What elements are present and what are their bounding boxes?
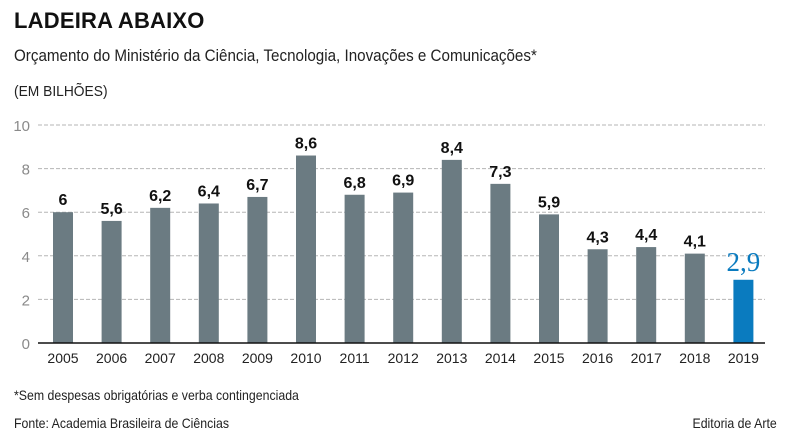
footnote: *Sem despesas obrigatórias e verba conti… <box>14 387 299 403</box>
x-tick-label: 2013 <box>436 350 467 366</box>
bar-2015 <box>539 214 559 343</box>
bar-2018 <box>684 253 705 343</box>
data-label-2006: 5,6 <box>100 201 122 218</box>
bar-2008 <box>198 203 219 343</box>
data-label-2014: 7,3 <box>489 164 511 181</box>
data-label-2005: 6 <box>59 192 68 209</box>
x-tick-label: 2011 <box>340 350 370 366</box>
x-tick-label: 2017 <box>631 350 662 366</box>
bar-2016 <box>587 249 608 343</box>
x-tick-label: 2008 <box>193 350 224 366</box>
data-label-2010: 8,6 <box>295 136 317 153</box>
bar-2017 <box>636 247 657 343</box>
y-tick-label: 0 <box>22 336 30 353</box>
y-tick-label: 10 <box>13 118 30 135</box>
bar-2009 <box>247 196 268 343</box>
chart-subtitle: Orçamento do Ministério da Ciência, Tecn… <box>14 47 537 65</box>
data-label-2019: 2,9 <box>727 247 761 277</box>
data-label-2016: 4,3 <box>586 229 608 246</box>
x-tick-label: 2006 <box>96 350 127 366</box>
x-tick-label: 2014 <box>485 350 516 366</box>
chart-title: LADEIRA ABAIXO <box>14 8 205 33</box>
data-label-2011: 6,8 <box>343 175 365 192</box>
data-label-2017: 4,4 <box>635 227 657 244</box>
data-label-2015: 5,9 <box>538 194 560 211</box>
x-tick-label: 2009 <box>242 350 273 366</box>
data-label-2012: 6,9 <box>392 173 414 190</box>
bar-2006 <box>101 220 122 343</box>
x-tick-label: 2015 <box>533 350 564 366</box>
x-tick-label: 2007 <box>145 350 176 366</box>
bar-2012 <box>393 192 414 343</box>
data-label-2008: 6,4 <box>198 183 220 200</box>
x-tick-label: 2018 <box>679 350 710 366</box>
data-label-2018: 4,1 <box>684 234 706 251</box>
x-tick-label: 2016 <box>582 350 613 366</box>
bar-2019 <box>733 279 754 343</box>
y-tick-label: 2 <box>22 292 30 309</box>
x-tick-label: 2005 <box>47 350 78 366</box>
x-tick-label: 2012 <box>388 350 419 366</box>
x-tick-label: 2010 <box>290 350 321 366</box>
bar-2014 <box>490 183 511 343</box>
bar-2007 <box>150 207 171 343</box>
data-label-2013: 8,4 <box>441 140 463 157</box>
bar-2011 <box>344 194 365 343</box>
unit-label: (EM BILHÕES) <box>14 83 108 100</box>
bar-2013 <box>441 159 462 343</box>
y-tick-label: 4 <box>22 249 30 266</box>
x-tick-label: 2019 <box>728 350 759 366</box>
source-credit: Fonte: Academia Brasileira de Ciências <box>14 415 230 431</box>
y-tick-label: 8 <box>22 162 30 179</box>
bar-2010 <box>296 155 316 343</box>
data-label-2007: 6,2 <box>149 188 171 205</box>
y-tick-label: 6 <box>22 205 30 222</box>
data-label-2009: 6,7 <box>246 177 268 194</box>
editorial-credit: Editoria de Arte <box>692 415 777 431</box>
bar-2005 <box>53 212 73 343</box>
